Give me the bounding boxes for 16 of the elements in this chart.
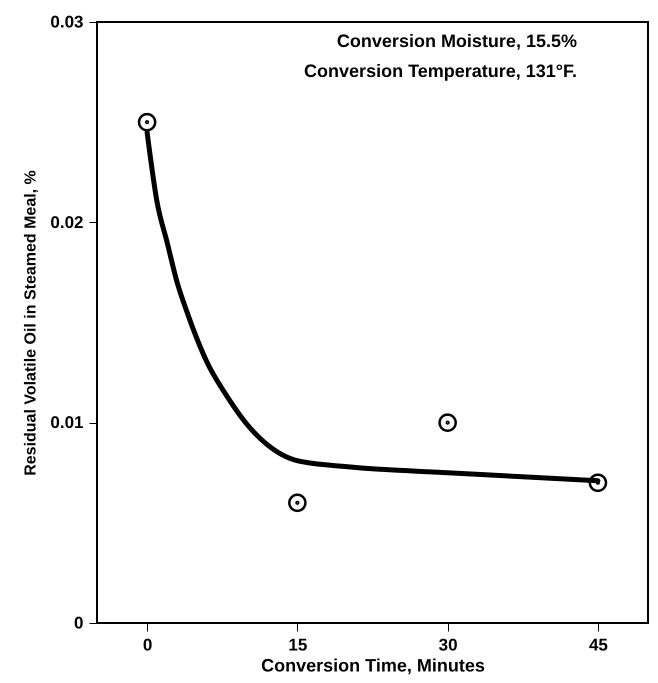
- x-tick-label: 0: [142, 636, 152, 654]
- y-axis-title: Residual Volatile Oil in Steamed Meal, %: [22, 170, 40, 476]
- point: [438, 413, 457, 432]
- point: [138, 112, 156, 132]
- y-tick-label: 0: [74, 614, 84, 632]
- x-tick-label: 45: [588, 636, 608, 654]
- annotation: Conversion Moisture, 15.5%: [336, 31, 577, 51]
- x-axis-title: Conversion Time, Minutes: [261, 656, 485, 676]
- y-tick-label: 0.02: [50, 212, 84, 232]
- y-tick-label: 0.03: [50, 12, 84, 32]
- annotation: Conversion Temperature, 131°F.: [304, 61, 577, 81]
- x-tick-label: 30: [438, 636, 458, 654]
- x-tick-label: 15: [288, 636, 308, 654]
- y-tick-label: 0.01: [50, 413, 84, 432]
- point: [588, 473, 608, 492]
- point: [288, 493, 307, 512]
